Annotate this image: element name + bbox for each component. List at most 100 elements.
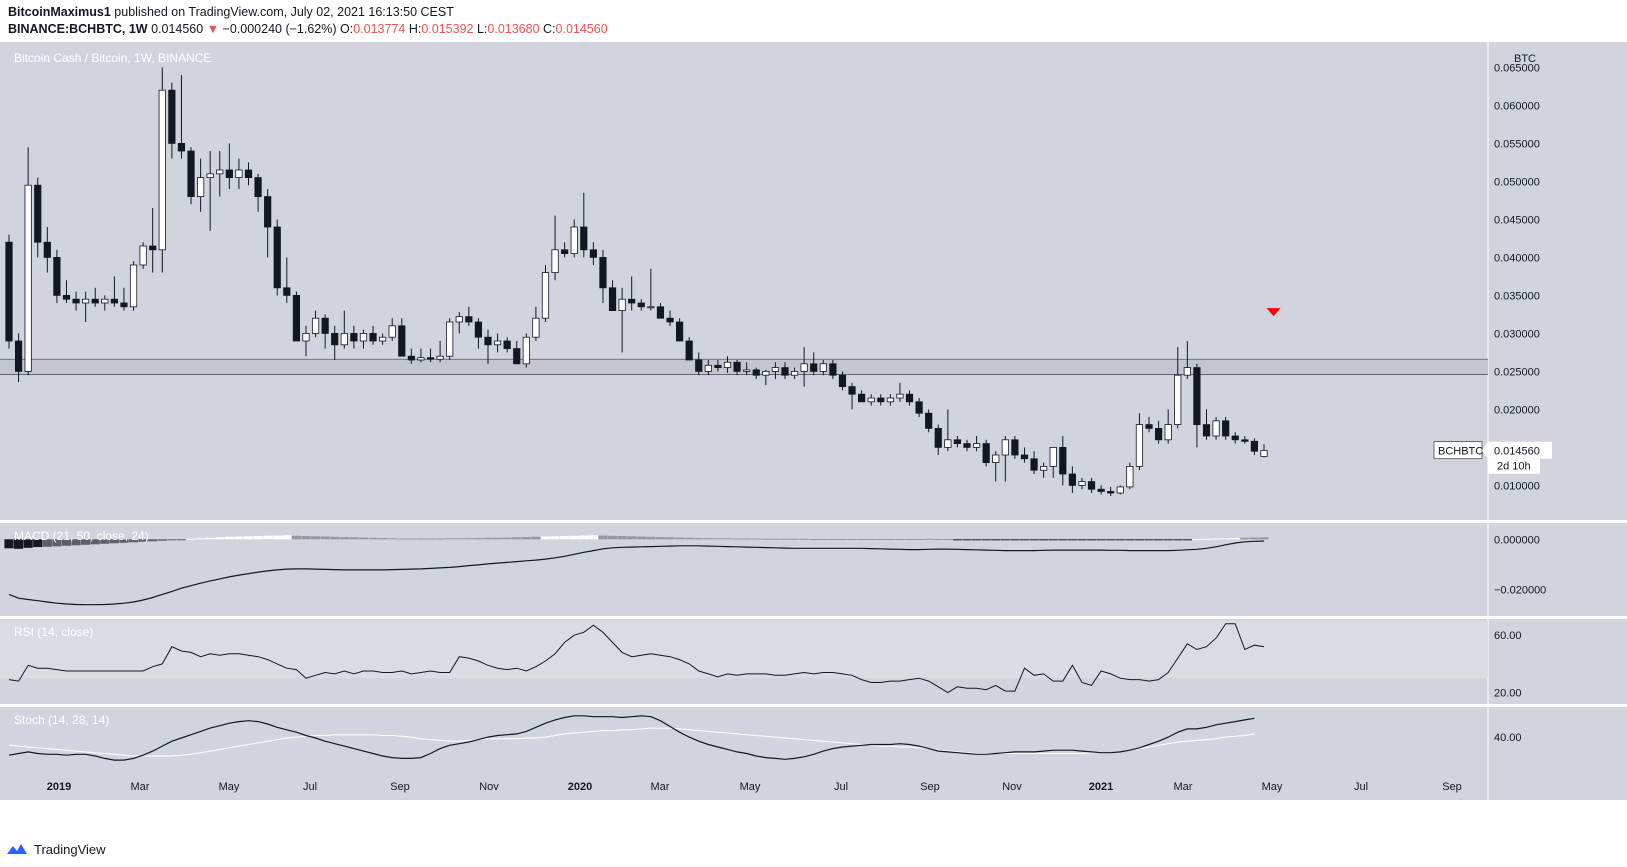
candle-body xyxy=(62,294,71,300)
candle xyxy=(398,318,406,357)
macd-histogram-bar xyxy=(483,537,493,540)
macd-histogram-bar xyxy=(330,536,340,540)
macd-histogram-bar xyxy=(42,539,52,547)
candle-body xyxy=(168,89,176,144)
price-change: −0.000240 (−1.62%) xyxy=(222,22,337,36)
candle-body xyxy=(905,393,914,403)
candle xyxy=(541,265,550,322)
candle xyxy=(331,325,339,360)
rsi-band xyxy=(0,620,1488,679)
time-tick-label: May xyxy=(1262,781,1283,793)
candle xyxy=(465,306,473,326)
macd-histogram-bar xyxy=(339,537,349,540)
macd-histogram-bar xyxy=(291,535,301,540)
rsi-pane-price-scale xyxy=(1488,618,1627,704)
candle-body xyxy=(331,332,339,346)
macd-histogram-bar xyxy=(167,539,177,541)
time-tick-label: Jul xyxy=(303,781,317,793)
rsi-title: RSI (14, close) xyxy=(14,625,93,639)
price-tick-label: 0.040000 xyxy=(1494,252,1540,264)
macd-histogram-bar xyxy=(224,536,234,540)
author-name[interactable]: BitcoinMaximus1 xyxy=(8,5,111,19)
candle xyxy=(1087,477,1096,493)
candle-body xyxy=(714,364,722,369)
low-label: L: xyxy=(476,22,488,36)
candle-body xyxy=(1222,420,1230,437)
time-tick-label: Jul xyxy=(1354,781,1368,793)
currency-label: BTC xyxy=(1514,53,1536,65)
stoch-tick-label: 40.00 xyxy=(1494,732,1522,744)
macd-histogram-bar xyxy=(263,535,273,540)
macd-histogram-bar xyxy=(943,539,953,541)
price-tick-label: 0.050000 xyxy=(1494,176,1540,188)
candle-body xyxy=(158,89,166,251)
candle xyxy=(829,360,837,379)
candle xyxy=(637,299,645,311)
candle xyxy=(513,341,521,365)
candle xyxy=(503,337,511,353)
chart-container[interactable]: Bitcoin Cash / Bitcoin, 1W, BINANCE BTC 0.… xyxy=(0,42,1627,832)
macd-histogram-bar xyxy=(282,535,292,540)
macd-histogram-bar xyxy=(33,539,43,548)
candle xyxy=(24,147,32,376)
time-tick-label: Mar xyxy=(1174,781,1193,793)
candle-body xyxy=(493,340,502,346)
macd-histogram-bar xyxy=(52,539,62,547)
candle xyxy=(216,151,224,197)
symbol-tag-box xyxy=(1433,441,1483,460)
close-value: 0.014560 xyxy=(555,22,608,36)
candle xyxy=(1040,462,1048,478)
candle-body xyxy=(925,412,933,429)
candle-body xyxy=(187,150,195,197)
macd-histogram-bar xyxy=(473,538,484,540)
candle xyxy=(1116,485,1124,495)
candle-body xyxy=(34,184,42,243)
candle-body xyxy=(972,443,981,448)
candle xyxy=(254,173,262,212)
candle-body xyxy=(743,369,751,372)
macd-histogram-bar xyxy=(579,535,589,540)
publish-info: published on TradingView.com, July 02, 2… xyxy=(114,5,454,19)
candle xyxy=(158,67,166,273)
candle xyxy=(771,362,780,379)
candle-body xyxy=(637,302,645,308)
open-value: 0.013774 xyxy=(353,22,406,36)
candle-body xyxy=(225,169,233,178)
macd-histogram-bar xyxy=(1115,539,1125,541)
candle xyxy=(704,360,712,376)
macd-histogram-bar xyxy=(876,539,886,541)
candle-body xyxy=(1068,473,1076,486)
macd-histogram-bar xyxy=(1192,539,1202,541)
candle-body xyxy=(1241,439,1249,442)
candle xyxy=(225,143,233,189)
macd-histogram-bar xyxy=(636,536,646,540)
time-tick-label: 2019 xyxy=(47,781,71,793)
footer-brand[interactable]: TradingView xyxy=(34,841,106,857)
time-axis-corner xyxy=(1488,774,1627,800)
macd-histogram-bar xyxy=(761,538,771,540)
candle-body xyxy=(580,226,588,251)
macd-histogram-bar xyxy=(770,538,780,540)
macd-histogram-bar xyxy=(349,537,359,540)
candle xyxy=(915,398,923,417)
candle-body xyxy=(685,340,693,361)
candle xyxy=(819,360,827,376)
macd-histogram-bar xyxy=(540,536,551,540)
candle-body xyxy=(1145,424,1153,429)
macd-histogram-bar xyxy=(243,536,254,540)
macd-histogram-bar xyxy=(454,538,464,540)
candle-body xyxy=(1097,488,1105,492)
candle-body xyxy=(666,317,674,323)
candle-body xyxy=(656,306,665,319)
resistance-zone xyxy=(0,359,1488,375)
candle-body xyxy=(1202,424,1211,437)
chart-title: Bitcoin Cash / Bitcoin, 1W, BINANCE xyxy=(14,51,211,65)
pane-separator xyxy=(0,705,1627,707)
chart-svg[interactable]: Bitcoin Cash / Bitcoin, 1W, BINANCE BTC 0.… xyxy=(0,42,1627,832)
candle-body xyxy=(24,184,32,372)
macd-histogram-bar xyxy=(1029,539,1039,541)
candle-body xyxy=(1174,374,1182,426)
macd-histogram-bar xyxy=(109,539,119,544)
candle-body xyxy=(1135,424,1144,467)
macd-histogram-bar xyxy=(1067,539,1077,541)
